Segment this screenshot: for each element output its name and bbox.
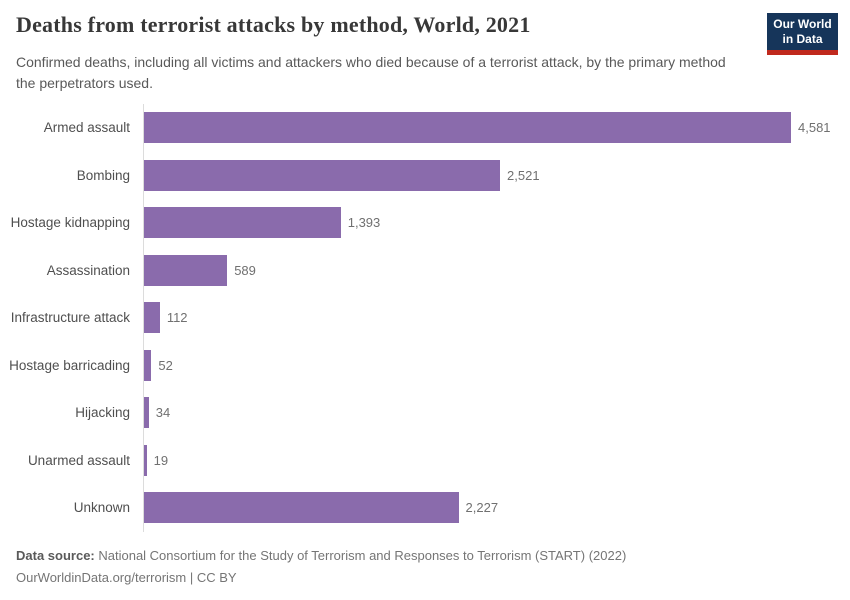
owid-logo: Our World in Data [767, 13, 838, 55]
value-label: 52 [158, 357, 173, 373]
category-label: Hostage barricading [9, 357, 130, 373]
data-source-line: Data source: National Consortium for the… [16, 545, 626, 567]
bar [144, 254, 228, 286]
category-label: Unarmed assault [27, 452, 130, 468]
bar [144, 207, 341, 239]
chart-footer: Data source: National Consortium for the… [16, 545, 626, 589]
chart-row: Infrastructure attack 112 [0, 294, 850, 342]
value-label: 19 [153, 452, 169, 468]
value-label: 4,581 [798, 120, 831, 136]
bar-area: 19 [137, 444, 850, 476]
chart-row: Unarmed assault 19 [0, 437, 850, 485]
category-label: Infrastructure attack [10, 310, 130, 326]
chart-title: Deaths from terrorist attacks by method,… [16, 12, 531, 37]
value-label: 34 [155, 405, 171, 421]
category-label: Hijacking [75, 405, 130, 421]
category-label: Hostage kidnapping [10, 215, 130, 231]
bar [144, 444, 147, 476]
chart-row: Hostage kidnapping 1,393 [0, 199, 850, 247]
bar-area: 2,227 [137, 492, 850, 524]
value-label: 2,521 [507, 167, 540, 183]
bar-area: 112 [137, 302, 850, 334]
bar-area: 4,581 [137, 112, 850, 144]
bar-area: 52 [137, 349, 850, 381]
value-label: 589 [234, 262, 256, 278]
value-label: 2,227 [465, 500, 499, 516]
bar-area: 589 [137, 254, 850, 286]
license-line: OurWorldinData.org/terrorism | CC BY [16, 570, 237, 585]
category-label: Unknown [73, 500, 130, 516]
y-axis-line [143, 104, 144, 532]
bar [144, 159, 501, 191]
bar-area: 1,393 [137, 207, 850, 239]
data-source-label: Data source: [16, 548, 95, 563]
owid-logo-line2: in Data [782, 32, 823, 46]
chart-row: Assassination 589 [0, 247, 850, 295]
chart-row: Unknown 2,227 [0, 484, 850, 532]
category-label: Armed assault [43, 120, 130, 136]
chart-row: Hostage barricading 52 [0, 342, 850, 390]
value-label: 1,393 [347, 215, 381, 231]
owid-logo-line1: Our World [773, 17, 832, 31]
bar [144, 492, 459, 524]
chart-row: Armed assault 4,581 [0, 104, 850, 152]
horizontal-bar-chart: Armed assault 4,581 Bombing 2,521 Hostage ki… [0, 104, 850, 532]
chart-row: Bombing 2,521 [0, 152, 850, 200]
category-label: Assassination [46, 262, 130, 278]
chart-rows: Armed assault 4,581 Bombing 2,521 Hostage ki… [0, 104, 850, 532]
bar-area: 2,521 [137, 159, 850, 191]
bar [144, 112, 791, 144]
chart-row: Hijacking 34 [0, 389, 850, 437]
bar [144, 302, 160, 334]
chart-subtitle: Confirmed deaths, including all victims … [16, 54, 726, 91]
value-label: 112 [166, 310, 188, 326]
bar [144, 397, 149, 429]
data-source-text: National Consortium for the Study of Ter… [94, 548, 627, 563]
bar [144, 349, 152, 381]
bar-area: 34 [137, 397, 850, 429]
category-label: Bombing [76, 167, 130, 183]
